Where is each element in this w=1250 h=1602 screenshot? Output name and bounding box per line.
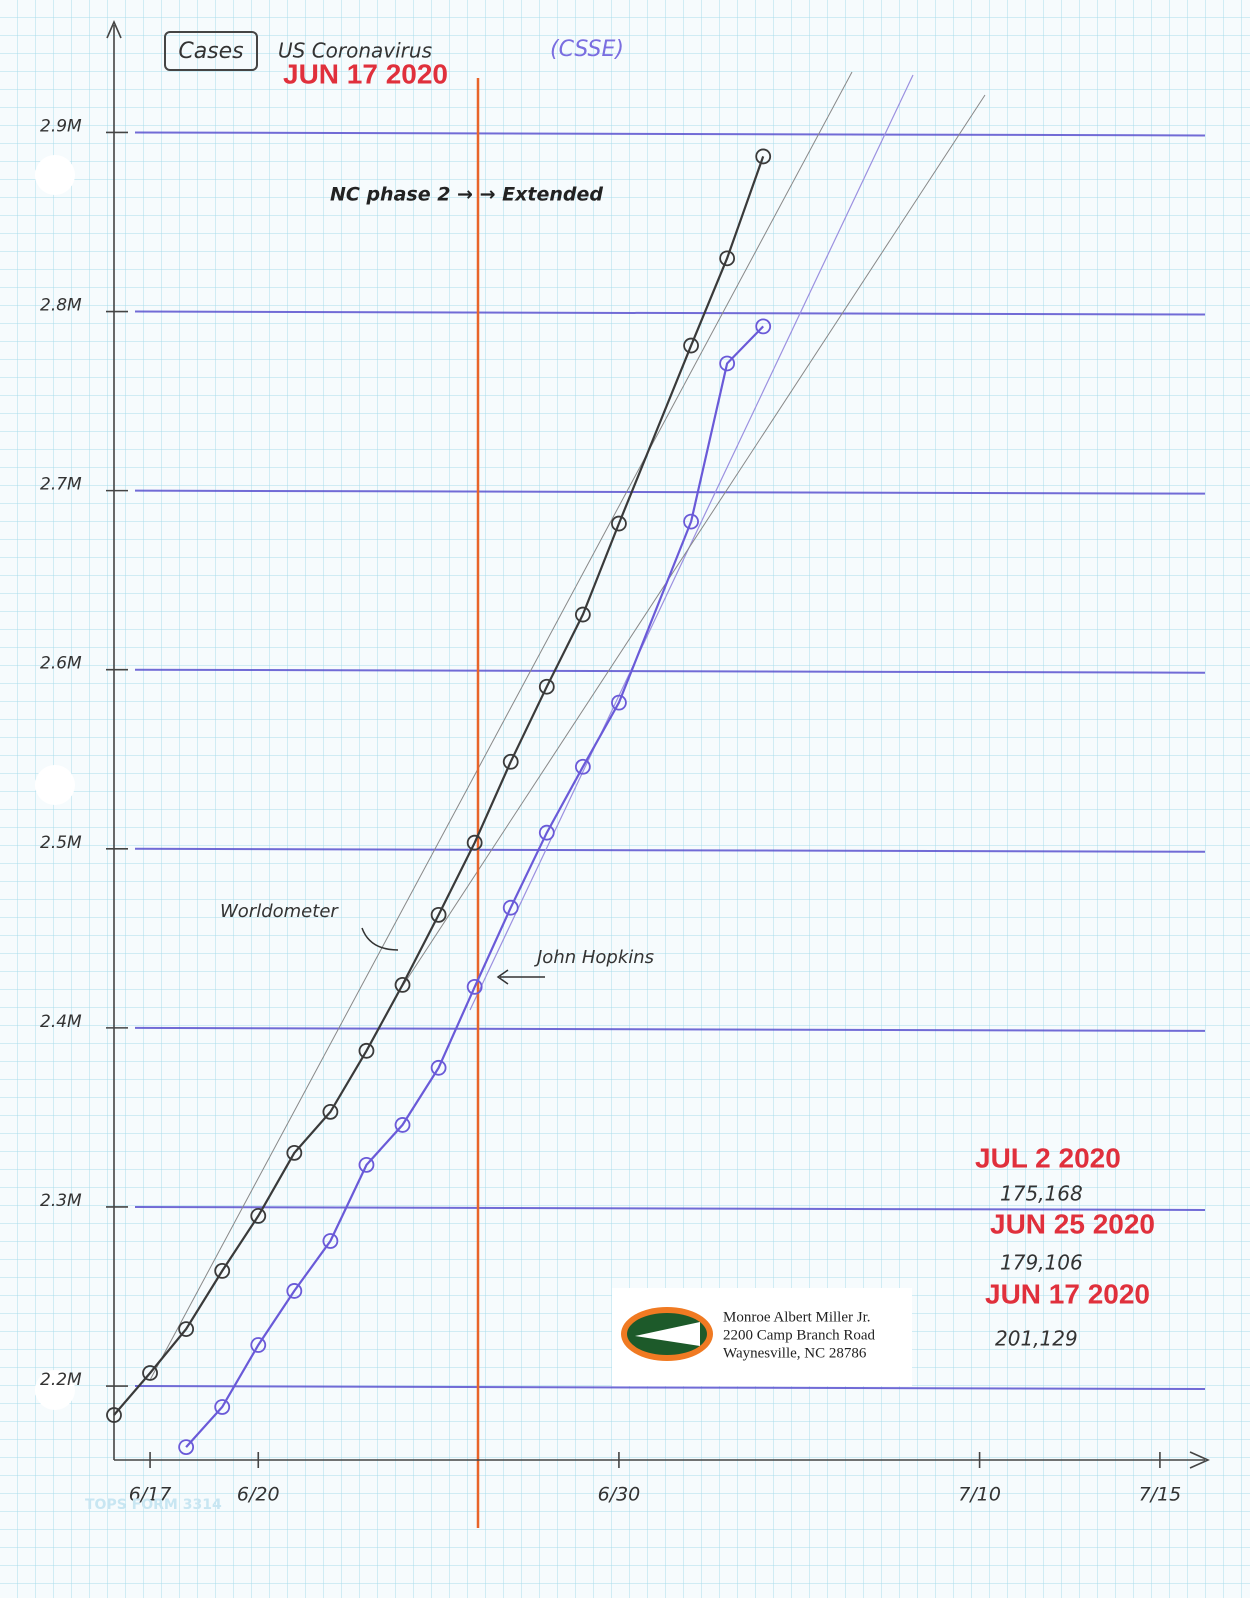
stamp: JUL 2 2020 [975,1142,1121,1173]
data-point [755,318,772,335]
data-point [358,1042,375,1059]
data-point [502,899,519,916]
data-point [394,1117,411,1133]
address-line: 2200 Camp Branch Road [723,1327,876,1343]
data-point [394,976,411,993]
plot: 2.2M 2.3M 2.4M 2.5M 2.6M 2.7M 2.8M 2.9M 6/17 6/20… [40,116,1181,1505]
data-point [214,1399,231,1415]
x-tick-label: 6/17 [129,1484,172,1506]
data-point [142,1365,158,1381]
address-line: Monroe Albert Miller Jr. [723,1309,870,1325]
label-box [164,31,258,71]
trend-line [149,71,853,1381]
y-tick-label: 2.4M [40,1012,82,1032]
data-point [322,1103,339,1120]
data-point [611,694,627,711]
series-label: John Hopkins [534,947,654,968]
grid-line [134,131,1206,137]
y-tick-label: 2.5M [40,833,82,853]
logo [635,1322,700,1346]
data-point [178,1321,195,1337]
data-point [719,355,736,372]
chart-label: Cases [178,39,243,64]
grid [134,131,1206,1391]
punch-hole [35,155,75,195]
annotation: NC phase 2 → → Extended [330,184,603,206]
y-tick-label: 2.6M [40,654,82,674]
punch-hole [35,765,75,805]
stamp: JUN 17 2020 [283,58,448,89]
data-point [286,1144,303,1161]
data-point [755,148,772,165]
data-point [466,978,483,995]
y-tick-label: 2.9M [40,116,82,136]
pointer-arrow [361,927,399,951]
series-line [113,156,765,1416]
data-point [322,1233,339,1249]
data-point [358,1156,375,1173]
grid-line [134,1385,1206,1391]
series-label: Worldometer [220,901,339,922]
data-point [430,906,447,923]
x-tick-label: 6/30 [598,1484,641,1506]
chart-subtitle: (CSSE) [550,37,624,62]
data-point [286,1283,303,1299]
data-point [683,513,699,530]
pointer-arrow [496,969,545,985]
stamp: JUN 17 2020 [985,1278,1150,1309]
grid-line [134,668,1206,674]
x-tick-label: 7/15 [1139,1484,1182,1506]
series-line [185,325,764,1448]
data-point [178,1439,195,1456]
data-point [719,250,736,267]
chart-title: US Coronavirus [278,39,432,63]
stamp: JUN 25 2020 [990,1208,1155,1239]
data-point [430,1059,447,1076]
data-point [538,678,555,695]
y-tick-label: 2.8M [40,296,82,316]
address-line: Waynesville, NC 28786 [723,1345,867,1361]
note: 201,129 [995,1327,1078,1351]
data-point [250,1337,267,1353]
y-axis-arrow [106,20,122,39]
data-point [574,758,591,775]
trend-line [399,94,986,991]
data-point [574,606,591,623]
x-tick-label: 7/10 [958,1484,1001,1506]
grid-line [134,310,1206,316]
y-tick-label: 2.7M [40,475,82,495]
data-point [683,337,699,354]
note: 179,106 [1000,1251,1083,1275]
punch-hole [35,1370,75,1410]
data-point [250,1208,267,1224]
data-point [502,753,519,770]
y-tick-label: 2.2M [40,1370,82,1390]
grid-line [134,1205,1206,1211]
data-point [611,515,627,532]
y-tick-label: 2.3M [40,1191,82,1211]
grid-line [134,847,1206,853]
grid-line [134,489,1206,495]
data-point [106,1407,122,1423]
data-point [466,834,483,851]
note: 175,168 [1000,1182,1083,1206]
data-point [538,824,555,841]
x-axis-arrow [1189,1451,1210,1469]
grid-line [134,1026,1206,1032]
data-point [214,1262,231,1279]
trend-line [469,74,914,1011]
x-tick-label: 6/20 [237,1484,280,1506]
form-label: TOPS FORM 3314 [85,1497,222,1513]
